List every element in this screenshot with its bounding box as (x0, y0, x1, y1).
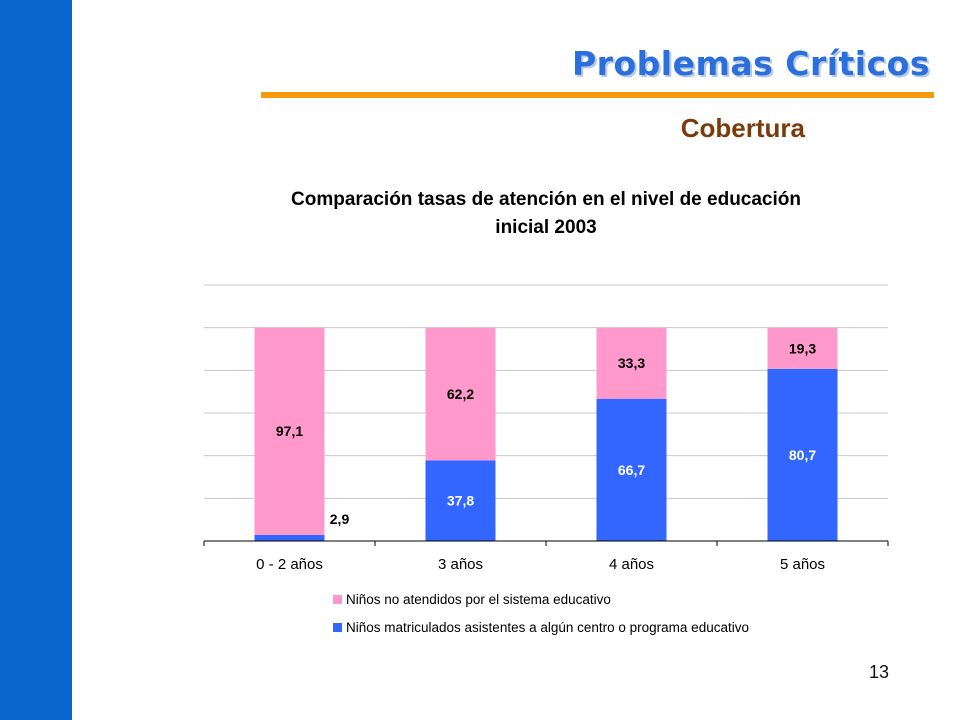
legend-swatch (333, 595, 342, 604)
chart-bars: 2,9 97,1 37,8 62,2 66,7 33,3 80,7 19,3 (254, 327, 838, 541)
x-tick-label: 4 años (609, 556, 654, 573)
data-label: 33,3 (618, 355, 645, 371)
side-bar (0, 0, 72, 720)
chart-title-line: Comparación tasas de atención en el nive… (291, 189, 801, 210)
legend-swatch (333, 623, 342, 632)
data-label: 37,8 (447, 493, 474, 509)
page-number: 13 (869, 662, 890, 682)
bar-segment (596, 398, 667, 541)
data-label: 2,9 (330, 511, 350, 527)
data-label: 19,3 (789, 340, 816, 356)
bar-segment (425, 460, 496, 541)
bar-segment (254, 327, 325, 535)
bar-segment (425, 327, 496, 461)
bar-segment (767, 327, 838, 369)
data-label: 97,1 (276, 423, 303, 439)
data-label: 80,7 (789, 447, 816, 463)
x-tick-label: 3 años (438, 556, 483, 573)
x-axis: 0 - 2 años 3 años 4 años 5 años (203, 540, 889, 573)
bar-segment (254, 534, 325, 541)
slide-subtitle: Cobertura (680, 113, 805, 143)
bar-segment (767, 368, 838, 541)
x-tick-label: 5 años (780, 556, 825, 573)
x-tick-label: 0 - 2 años (256, 556, 323, 573)
data-label: 66,7 (618, 462, 645, 478)
title-underline (261, 92, 934, 98)
chart-title-line: inicial 2003 (495, 217, 596, 238)
data-label: 62,2 (447, 386, 474, 402)
chart-title: Comparación tasas de atención en el nive… (291, 189, 801, 238)
bar-segment (596, 327, 667, 399)
legend-label: Niños no atendidos por el sistema educat… (346, 592, 611, 607)
slide-title: Problemas Críticos (572, 44, 930, 83)
chart-legend: Niños no atendidos por el sistema educat… (333, 592, 749, 635)
legend-label: Niños matriculados asistentes a algún ce… (346, 620, 749, 635)
